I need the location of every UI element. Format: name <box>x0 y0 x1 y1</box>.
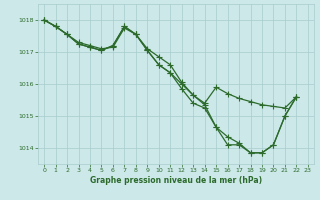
X-axis label: Graphe pression niveau de la mer (hPa): Graphe pression niveau de la mer (hPa) <box>90 176 262 185</box>
